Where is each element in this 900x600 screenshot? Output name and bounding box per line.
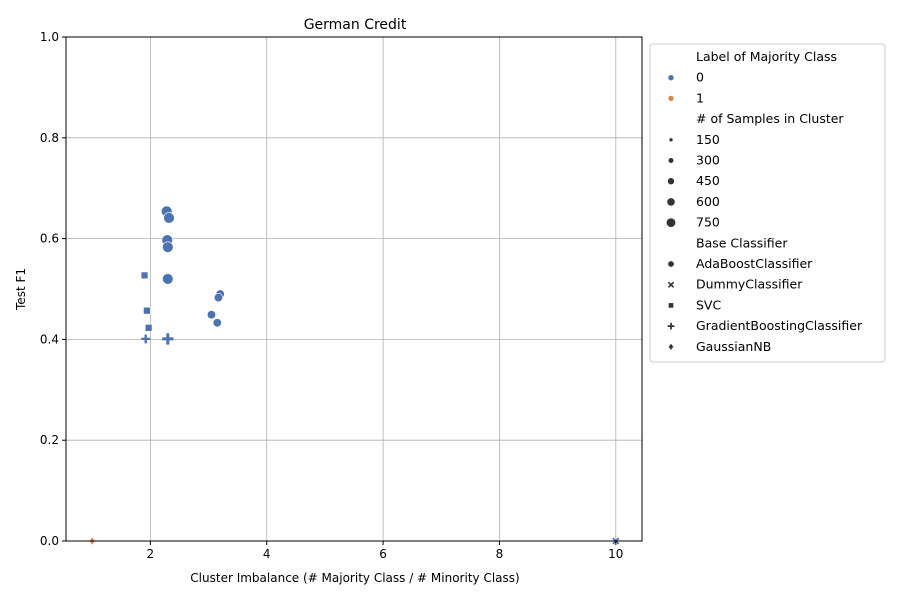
y-tick-label: 0.4 <box>40 332 59 346</box>
data-point <box>140 271 149 280</box>
legend-style-label: GradientBoostingClassifier <box>696 318 863 333</box>
legend-style-marker <box>667 281 675 288</box>
y-tick-label: 0.0 <box>40 534 59 548</box>
data-point <box>143 307 151 315</box>
legend: Label of Majority Class 0 1 # of Samples in… <box>649 43 886 363</box>
legend-section-title: Label of Majority Class <box>696 49 837 64</box>
y-tick-label: 1.0 <box>40 30 59 44</box>
legend-color-marker <box>667 74 675 81</box>
axes-frame <box>65 36 643 542</box>
legend-size-label: 600 <box>696 194 720 209</box>
legend-size-label: 450 <box>696 173 720 188</box>
data-point <box>162 333 174 345</box>
legend-size-marker <box>665 217 676 228</box>
legend-style-marker <box>667 322 675 330</box>
x-tick-label: 6 <box>379 547 387 561</box>
legend-style-marker <box>668 302 674 309</box>
x-tick-label: 2 <box>147 547 155 561</box>
legend-section-title: # of Samples in Cluster <box>696 111 844 126</box>
legend-style-marker <box>668 343 674 351</box>
legend-style-label: GaussianNB <box>696 339 771 354</box>
data-point <box>144 324 153 332</box>
y-tick-label: 0.2 <box>40 433 59 447</box>
axis-ticks: 2 4 6 8 10 0.0 0.2 0.4 0.6 0.8 1.0 <box>40 30 624 561</box>
chart-title: German Credit <box>304 17 407 33</box>
legend-color-label: 0 <box>696 70 704 85</box>
data-points <box>89 205 620 546</box>
legend-box <box>649 43 886 363</box>
x-tick-label: 8 <box>496 547 504 561</box>
y-axis-label: Test F1 <box>14 268 28 311</box>
x-tick-label: 10 <box>608 547 623 561</box>
legend-size-marker <box>667 177 675 185</box>
legend-style-label: SVC <box>696 297 721 312</box>
x-axis-label: Cluster Imbalance (# Majority Class / # … <box>190 571 519 585</box>
x-tick-label: 4 <box>263 547 271 561</box>
legend-size-marker <box>666 197 676 207</box>
legend-section-title: Base Classifier <box>696 235 788 250</box>
data-point <box>213 293 223 303</box>
legend-size-marker <box>667 157 675 164</box>
y-tick-label: 0.8 <box>40 131 59 145</box>
legend-size-label: 750 <box>696 215 720 230</box>
data-point <box>162 273 174 285</box>
data-point <box>206 310 216 320</box>
legend-style-marker <box>667 260 675 268</box>
data-point <box>212 318 222 328</box>
data-point <box>163 212 175 224</box>
legend-style-label: DummyClassifier <box>696 277 803 292</box>
grid-lines <box>66 36 642 542</box>
legend-color-label: 1 <box>696 90 704 105</box>
data-point <box>141 334 151 344</box>
legend-style-label: AdaBoostClassifier <box>696 256 813 271</box>
legend-size-marker <box>668 137 674 143</box>
y-tick-label: 0.6 <box>40 232 59 246</box>
legend-size-label: 150 <box>696 132 720 147</box>
data-point <box>162 241 174 253</box>
legend-color-marker <box>667 95 675 102</box>
legend-size-label: 300 <box>696 153 720 168</box>
